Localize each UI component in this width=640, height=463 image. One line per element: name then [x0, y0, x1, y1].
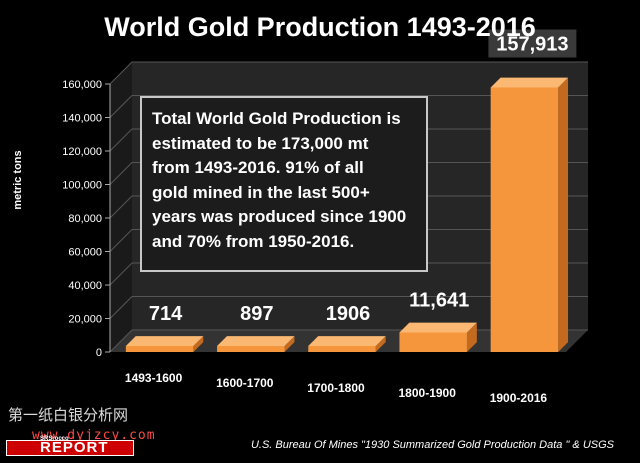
- gridline: [109, 195, 588, 219]
- gridline: [109, 162, 588, 185]
- value-label: 714: [149, 303, 183, 325]
- annotation-line: from 1493-2016. 91% of all: [152, 158, 364, 177]
- x-tick-label: 1600-1700: [216, 376, 274, 390]
- bar-side: [558, 77, 569, 352]
- y-axis-label: metric tons: [12, 150, 24, 210]
- y-tick-label: 80,000: [68, 213, 102, 225]
- y-tick-label: 20,000: [68, 314, 102, 326]
- x-tick-label: 1900-2016: [490, 391, 548, 405]
- bar: [125, 346, 194, 352]
- bar-top: [125, 336, 204, 346]
- watermark-text: 第一纸白银分析网: [8, 406, 129, 424]
- value-label-box: [488, 29, 577, 58]
- gridline: [109, 61, 588, 85]
- bar: [399, 332, 467, 352]
- value-label: 897: [240, 303, 273, 325]
- logo-badge: [6, 440, 134, 456]
- y-tick-label: 160,000: [62, 79, 102, 91]
- bar-side: [466, 322, 477, 352]
- bar-top: [217, 336, 295, 346]
- value-label: 157,913: [496, 33, 568, 55]
- bar-top: [399, 322, 477, 333]
- bar: [490, 87, 559, 352]
- x-tick-label: 1493-1600: [125, 371, 183, 385]
- y-tick-label: 40,000: [68, 280, 102, 292]
- y-tick-label: 0: [96, 347, 102, 359]
- gridline: [109, 229, 588, 252]
- bar-side: [193, 336, 204, 352]
- logo-subtext: SRSrocco: [40, 436, 69, 442]
- y-tick-label: 140,000: [62, 113, 102, 125]
- gridline: [109, 95, 588, 118]
- y-tick-label: 60,000: [68, 247, 102, 259]
- gridline: [109, 128, 588, 152]
- annotation-line: gold mined in the last 500+: [152, 182, 370, 202]
- value-label: 11,641: [409, 290, 469, 312]
- x-tick-label: 1800-1900: [399, 386, 457, 400]
- bar-top: [490, 77, 569, 88]
- gridline: [109, 262, 588, 286]
- watermark-url: www.dyjzcy.com: [32, 428, 156, 443]
- bar: [217, 346, 285, 352]
- x-tick-label: 1700-1800: [307, 381, 365, 395]
- bar-side: [284, 336, 295, 352]
- annotation-line: estimated to be 173,000 mt: [152, 133, 369, 153]
- bar-top: [308, 336, 386, 346]
- annotation-box: Total World Gold Production is estimated…: [140, 96, 428, 272]
- value-label: 1906: [326, 303, 371, 325]
- report-logo: SRSrocco REPORT: [6, 436, 134, 456]
- annotation-line: Total World Gold Production is: [152, 109, 401, 128]
- source-note: U.S. Bureau Of Mines "1930 Summarized Go…: [250, 439, 614, 451]
- y-tick-label: 120,000: [62, 146, 102, 158]
- annotation-line: years was produced since 1900: [152, 207, 407, 226]
- bar: [308, 346, 376, 352]
- annotation-line: and 70% from 1950-2016.: [152, 231, 355, 251]
- gridline: [109, 296, 588, 319]
- chart-title: World Gold Production 1493-2016: [104, 12, 536, 42]
- bar-side: [375, 336, 386, 352]
- y-tick-label: 100,000: [62, 180, 102, 192]
- logo-text: REPORT: [40, 439, 109, 456]
